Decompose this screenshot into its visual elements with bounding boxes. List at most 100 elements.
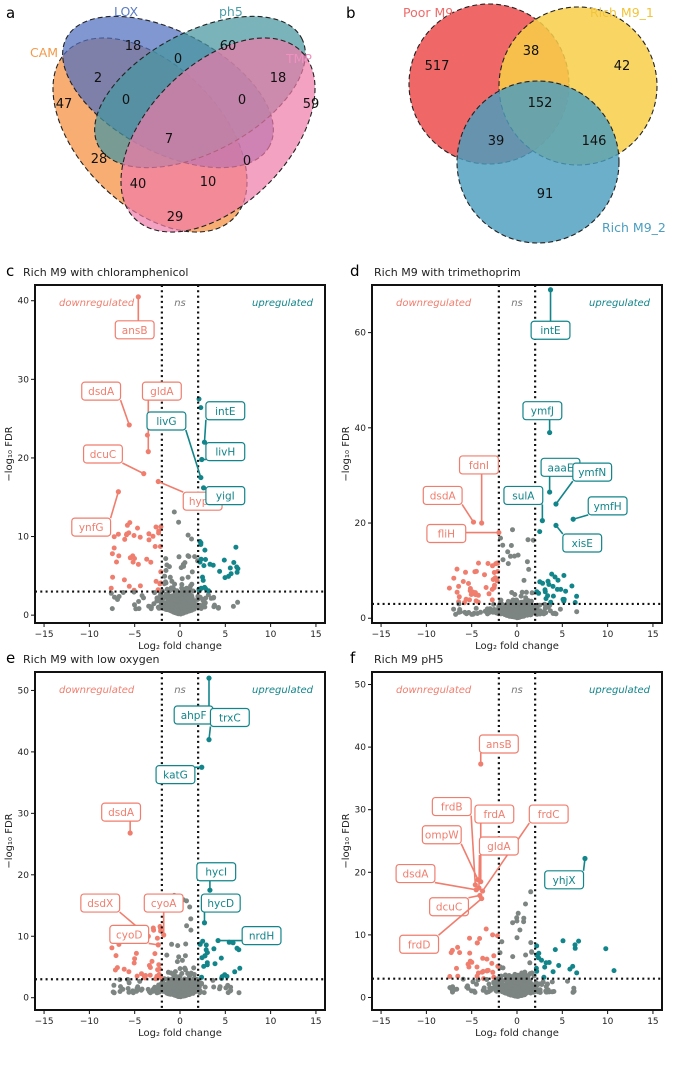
y-axis-label: −log₁₀ FDR (4, 813, 15, 868)
gene-label-box (205, 401, 246, 421)
x-tick-label: −10 (80, 1017, 99, 1027)
data-point-up (230, 603, 236, 609)
data-point-down (124, 522, 130, 528)
data-point-up (216, 605, 221, 610)
data-point-up (235, 566, 241, 572)
data-point-up (563, 588, 569, 594)
gene-label: nrdH (249, 931, 274, 943)
data-point-ns (189, 536, 194, 542)
data-point-down (467, 935, 472, 941)
data-point-labeled (126, 422, 132, 428)
x-axis-label: Log₂ fold change (138, 1028, 222, 1039)
data-point-ns (164, 952, 170, 958)
data-point-ns (163, 568, 169, 573)
data-point-ns (183, 586, 189, 592)
gene-label-box (478, 836, 519, 856)
x-tick-label: 0 (177, 630, 183, 640)
data-point-down (143, 973, 148, 978)
data-point-down (454, 589, 460, 595)
gene-label-box (572, 462, 613, 482)
data-point-ns (179, 576, 185, 582)
gene-label-box (71, 517, 112, 537)
data-point-ns (515, 992, 521, 998)
y-tick-label: 0 (23, 611, 29, 621)
x-tick-label: 15 (310, 630, 321, 640)
data-point-up (211, 984, 217, 990)
x-tick-label: 10 (265, 630, 277, 640)
data-point-ns (174, 959, 180, 965)
data-point-down (483, 585, 489, 590)
venn-set-rich-m9-2 (456, 80, 620, 244)
data-point-down (133, 950, 139, 956)
data-point-extra (576, 938, 582, 944)
data-point-up (537, 989, 543, 995)
gene-label-box (109, 924, 150, 945)
data-point-down (121, 577, 127, 583)
data-point-up (230, 940, 236, 946)
gene-label-box (146, 411, 187, 431)
y-tick-label: 20 (18, 871, 30, 881)
region-label-upregulated: upregulated (589, 685, 651, 696)
y-axis-label: −log₁₀ FDR (341, 813, 352, 868)
data-point-up (219, 974, 225, 980)
venn-count: 28 (91, 152, 108, 167)
leader-line (109, 491, 120, 519)
gene-label: aaaE (548, 462, 574, 474)
data-point-ns (179, 582, 185, 587)
data-point-ns (523, 901, 528, 907)
data-point-down (153, 578, 159, 584)
data-point-up (560, 938, 566, 944)
data-point-up (203, 557, 208, 562)
data-point-down (131, 960, 137, 966)
data-point-ns (521, 919, 527, 925)
data-point-down (113, 953, 119, 959)
y-tick-label: 30 (18, 375, 30, 385)
x-tick-label: −5 (128, 630, 141, 640)
venn-count: 0 (122, 93, 130, 108)
data-point-up (556, 963, 562, 968)
data-point-down (127, 555, 133, 561)
data-point-down (466, 581, 471, 586)
data-point-ns (185, 574, 191, 580)
data-point-labeled (479, 520, 485, 526)
data-point-labeled (135, 294, 141, 300)
data-point-up (545, 578, 551, 584)
x-tick-label: −10 (417, 630, 436, 640)
data-point-up (552, 611, 558, 616)
data-point-down (109, 551, 115, 557)
venn-count: 60 (220, 39, 237, 54)
venn-count: 38 (523, 44, 540, 59)
x-axis-label: Log₂ fold change (475, 1028, 559, 1039)
data-point-ns (525, 537, 531, 543)
data-point-ns (508, 553, 513, 559)
data-point-up (223, 985, 229, 991)
gene-label-box (114, 320, 155, 340)
data-point-labeled (206, 737, 212, 743)
data-point-down (116, 553, 122, 559)
point-cloud (109, 892, 243, 1000)
data-point-ns (169, 976, 175, 982)
data-point-down (484, 956, 490, 962)
data-point-down (448, 950, 454, 956)
leader-line (460, 843, 479, 881)
data-point-down (495, 933, 500, 939)
gene-label: ymfN (578, 467, 606, 479)
data-point-down (109, 945, 115, 951)
data-point-down (156, 530, 162, 536)
panel-d: d Rich M9 with trimethoprim downregulate… (341, 262, 663, 652)
data-point-down (109, 606, 115, 612)
gene-label: hycI (205, 867, 227, 879)
data-point-down (126, 980, 132, 986)
data-point-down (473, 568, 479, 574)
data-point-down (473, 605, 479, 611)
data-point-down (110, 989, 116, 995)
data-point-ns (500, 542, 506, 548)
data-point-down (491, 953, 497, 959)
data-point-down (154, 598, 160, 604)
gene-label-box (429, 897, 470, 917)
data-point-down (135, 525, 140, 531)
data-point-up (574, 593, 580, 599)
gene-label-box (522, 401, 563, 421)
data-point-down (131, 589, 137, 595)
data-point-ns (189, 569, 195, 575)
